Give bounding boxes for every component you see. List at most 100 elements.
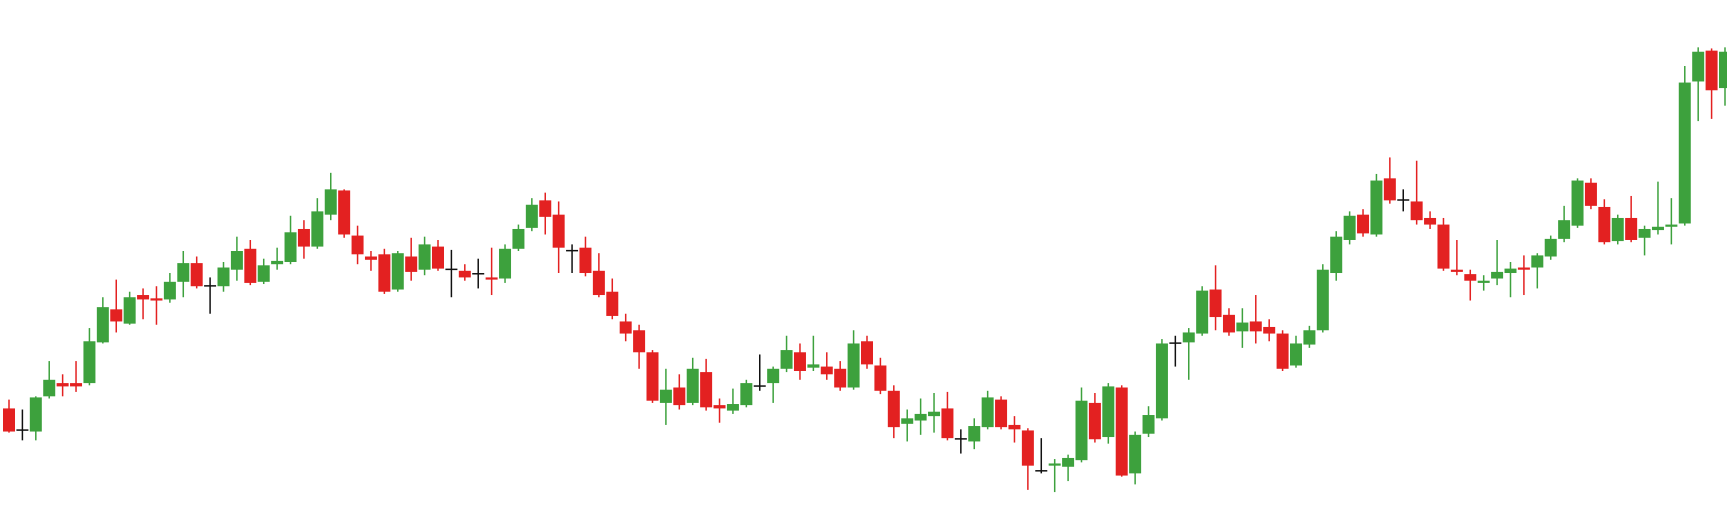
candle-body xyxy=(70,383,83,387)
candle-body xyxy=(1290,343,1302,366)
candle-body xyxy=(901,418,914,424)
candle-body xyxy=(1236,322,1249,332)
candle-body xyxy=(1316,269,1329,331)
candle-body xyxy=(150,298,163,301)
candle-body xyxy=(271,260,284,265)
candle-body xyxy=(1142,415,1155,434)
candle-body xyxy=(445,268,458,271)
candle-body xyxy=(391,253,404,290)
candle-body xyxy=(297,228,310,247)
candle-body xyxy=(579,247,592,274)
candle-body xyxy=(472,273,485,275)
candle-body xyxy=(1357,214,1370,234)
candle-body xyxy=(1464,274,1477,281)
candle-body xyxy=(726,404,739,411)
candle-body xyxy=(659,389,672,403)
candle-body xyxy=(673,387,686,406)
candle-body xyxy=(1102,386,1115,438)
candle-body xyxy=(1155,343,1168,419)
candle-body xyxy=(1678,82,1691,224)
candle-body xyxy=(740,383,753,406)
candle-body xyxy=(1531,255,1544,268)
candle-body xyxy=(968,426,981,442)
candle-body xyxy=(807,364,820,368)
candle-body xyxy=(1330,236,1343,274)
candle-body xyxy=(1625,217,1638,240)
candle-body xyxy=(338,190,351,235)
candle-body xyxy=(861,341,873,365)
candle-body xyxy=(16,429,29,431)
candle-body xyxy=(1584,182,1597,206)
candle-body xyxy=(847,343,860,388)
candle-body xyxy=(539,200,552,217)
candle-body xyxy=(177,263,190,282)
candle-body xyxy=(793,352,806,371)
candle-body xyxy=(123,297,136,324)
candle-body xyxy=(1303,330,1316,345)
candle-body xyxy=(163,281,176,300)
candle-body xyxy=(96,307,109,343)
candle-body xyxy=(1517,267,1530,270)
candle-body xyxy=(1048,463,1061,466)
candle-body xyxy=(405,256,418,272)
candle-body xyxy=(499,248,512,279)
candle-body xyxy=(874,365,887,391)
candle-body xyxy=(43,379,56,397)
candle-body xyxy=(244,248,257,283)
candle-body xyxy=(512,228,525,249)
candle-body xyxy=(914,413,927,421)
candle-body xyxy=(1196,290,1209,334)
candle-body xyxy=(190,263,203,287)
candle-body xyxy=(110,309,123,322)
candle-body xyxy=(485,277,498,280)
candle-body xyxy=(1021,430,1034,466)
candle-body xyxy=(928,411,941,417)
candle-body xyxy=(1544,238,1557,257)
candle-body xyxy=(1115,387,1128,476)
candle-body xyxy=(1638,228,1651,238)
candle-body xyxy=(432,246,444,269)
candle-body xyxy=(633,330,646,353)
candle-body xyxy=(700,372,713,408)
candle-body xyxy=(1249,321,1262,332)
candle-body xyxy=(137,295,150,300)
candle-body xyxy=(1383,178,1396,201)
candle-body xyxy=(284,232,297,263)
candle-body xyxy=(1719,51,1727,89)
candle-body xyxy=(1692,51,1705,82)
candle-body xyxy=(1370,180,1383,235)
candle-body xyxy=(1491,271,1504,279)
candle-body xyxy=(83,341,96,384)
candle-body xyxy=(378,254,391,292)
candle-body xyxy=(311,211,324,247)
candle-body xyxy=(324,189,337,215)
candle-body xyxy=(767,368,780,384)
candle-body xyxy=(1665,224,1678,227)
candle-body xyxy=(56,383,69,387)
candle-body xyxy=(646,352,659,401)
candle-body xyxy=(592,270,605,296)
candle-body xyxy=(1035,470,1048,472)
candle-body xyxy=(887,390,900,428)
candle-body xyxy=(418,244,431,270)
candle-body xyxy=(780,350,793,369)
candle-body xyxy=(204,285,217,287)
candle-body xyxy=(525,204,538,228)
candle-body xyxy=(230,250,243,270)
candle-body xyxy=(619,321,632,334)
candle-body xyxy=(1705,50,1718,91)
candle-body xyxy=(1169,342,1182,344)
candle-body xyxy=(1437,224,1450,269)
candle-body xyxy=(1558,220,1571,239)
candle-body xyxy=(1263,326,1276,334)
candle-body xyxy=(954,438,967,440)
candle-body xyxy=(1598,206,1611,243)
candle-body xyxy=(1209,289,1222,318)
candle-body xyxy=(217,267,230,287)
candle-body xyxy=(1343,215,1356,240)
candle-body xyxy=(820,366,833,375)
candle-body xyxy=(753,385,766,387)
candle-body xyxy=(1571,180,1584,226)
